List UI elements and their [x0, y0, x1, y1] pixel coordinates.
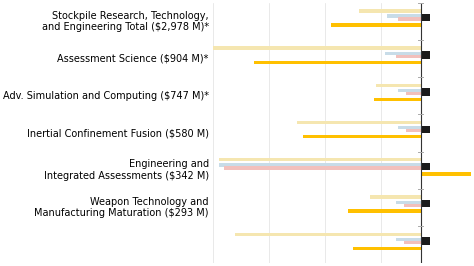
Bar [421, 172, 474, 176]
Bar [255, 61, 421, 64]
Bar [348, 209, 421, 213]
Bar [353, 247, 421, 250]
Bar [398, 18, 421, 21]
Bar [398, 89, 421, 92]
Bar [224, 166, 421, 170]
Bar [213, 47, 421, 50]
Bar [396, 201, 421, 204]
Bar [387, 15, 421, 18]
Bar [297, 121, 421, 124]
Bar [398, 126, 421, 130]
Bar [421, 237, 429, 244]
Bar [396, 55, 421, 58]
Bar [406, 129, 421, 132]
Bar [421, 14, 429, 21]
Bar [404, 203, 421, 207]
Bar [421, 200, 429, 207]
Bar [370, 195, 421, 199]
Bar [396, 238, 421, 241]
Bar [406, 92, 421, 95]
Bar [421, 163, 429, 170]
Bar [359, 9, 421, 13]
Bar [421, 51, 429, 59]
Bar [374, 98, 421, 101]
Bar [404, 241, 421, 244]
Bar [219, 158, 421, 161]
Bar [421, 88, 429, 96]
Bar [303, 135, 421, 138]
Bar [236, 232, 421, 236]
Bar [385, 52, 421, 55]
Bar [376, 84, 421, 87]
Bar [421, 126, 429, 133]
Bar [331, 23, 421, 27]
Bar [219, 163, 421, 167]
